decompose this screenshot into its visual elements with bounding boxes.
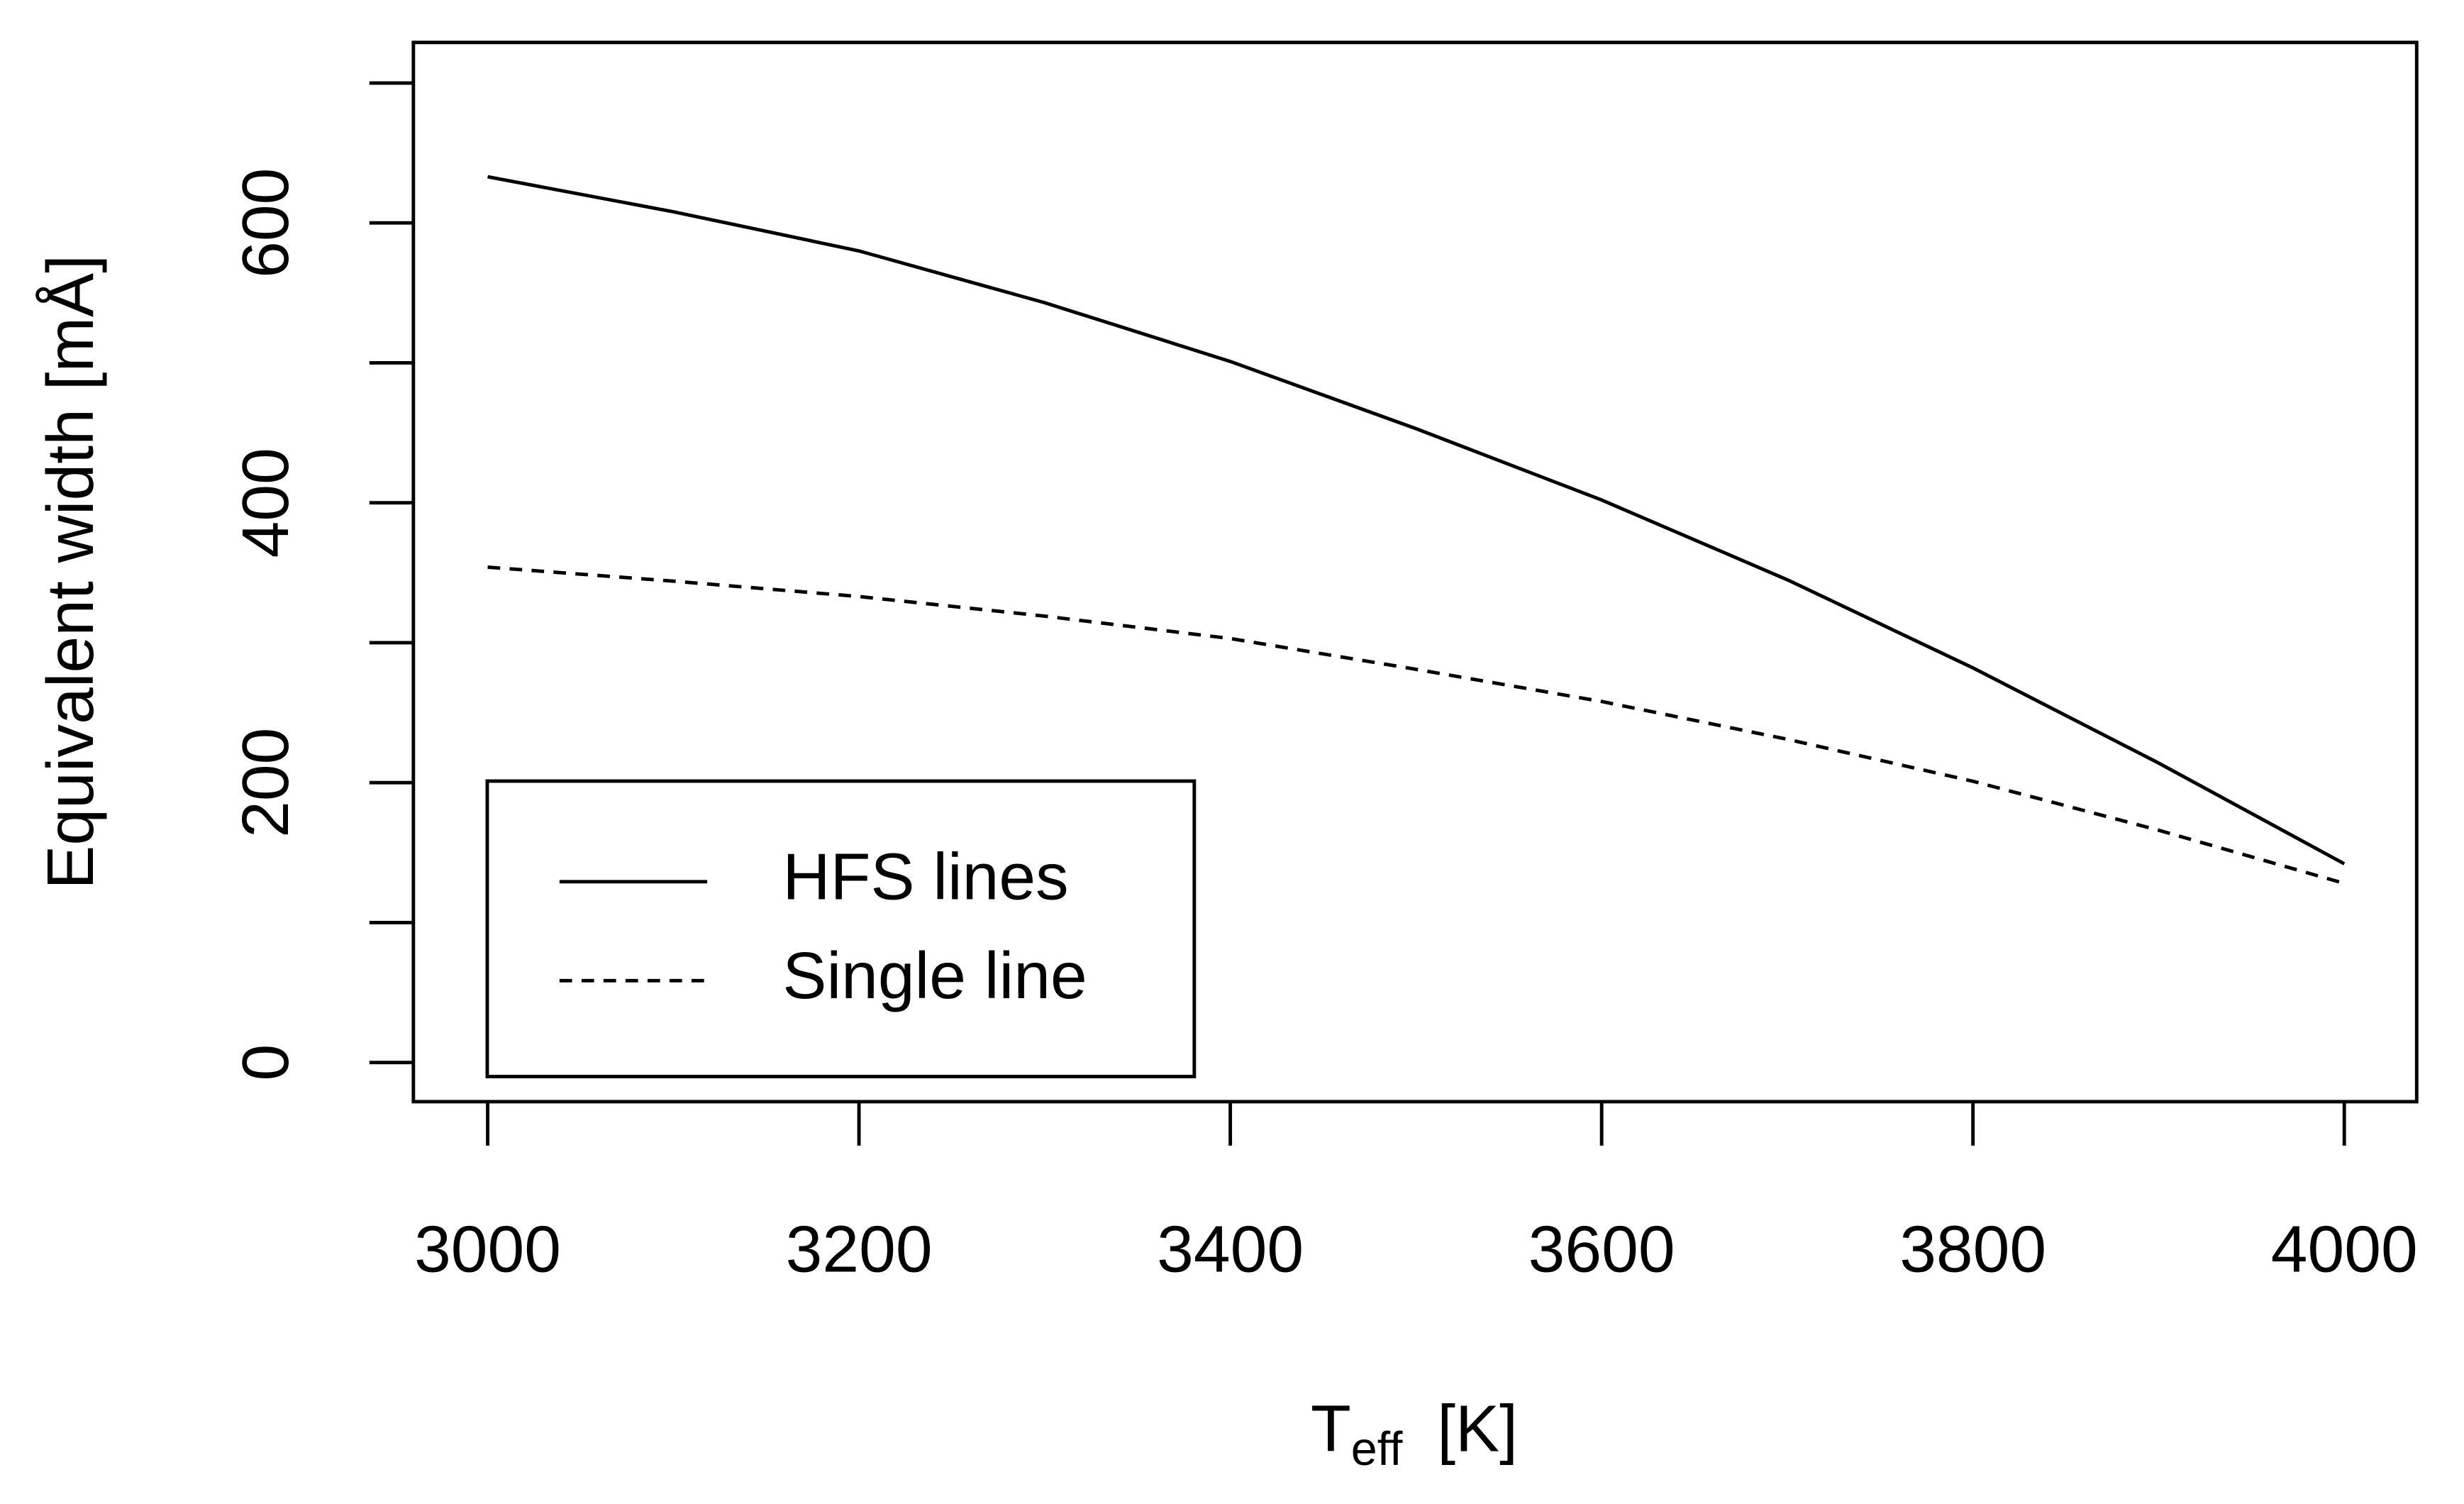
y-axis-label: Equivalent width [mÅ] (33, 255, 107, 890)
x-tick-label: 4000 (2271, 1212, 2418, 1285)
x-axis-label-main: T (1311, 1391, 1351, 1465)
x-axis-label-sub: eff (1351, 1422, 1403, 1475)
x-tick-label: 3600 (1528, 1212, 1675, 1285)
legend-box (485, 779, 1197, 1078)
legend-label: Single line (782, 939, 1087, 1012)
y-tick-label: 600 (228, 168, 302, 278)
y-tick-label: 200 (228, 728, 302, 838)
x-tick-label: 3200 (786, 1212, 933, 1285)
x-axis-label: Teff [K] (1311, 1391, 1518, 1476)
x-tick-label: 3000 (414, 1212, 561, 1285)
x-tick-label: 3400 (1157, 1212, 1304, 1285)
y-tick-label: 0 (228, 1044, 302, 1081)
data-line (487, 565, 2345, 885)
legend-label: HFS lines (782, 839, 1068, 913)
y-tick-label: 400 (228, 448, 302, 558)
x-tick-label: 3800 (1899, 1212, 2046, 1285)
x-axis-label-unit: [K] (1437, 1391, 1518, 1465)
plot-frame (411, 40, 2419, 1104)
data-line (487, 175, 2346, 866)
